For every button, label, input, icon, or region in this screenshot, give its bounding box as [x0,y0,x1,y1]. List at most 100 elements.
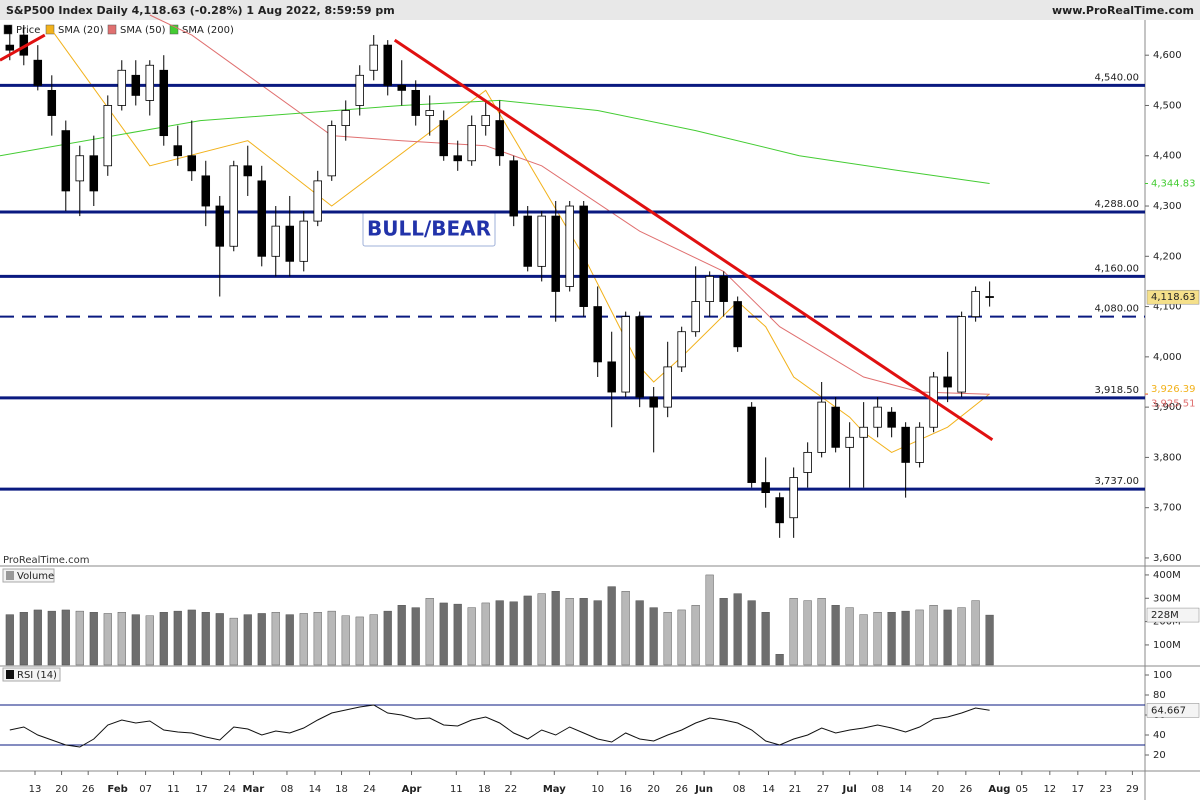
candle-body [299,220,308,262]
y-tick-label: 4,100 [1153,302,1182,313]
candle-body [313,180,322,222]
volume-bar [61,609,70,666]
candle-body [453,155,462,162]
candle-body [803,451,812,473]
value-tag-label: 228M [1151,610,1179,621]
watermark: ProRealTime.com [3,555,89,566]
y-tick-label: 80 [1153,690,1166,701]
x-tick-label: 14 [762,784,775,795]
candle-body [33,59,43,86]
x-tick-label: 07 [139,784,152,795]
y-tick-label: 3,700 [1153,503,1182,514]
header-bar [0,0,1200,20]
volume-bar [131,614,140,666]
level-label: 4,540.00 [1094,72,1139,83]
candle-body [607,361,616,393]
candle-body [509,160,518,217]
x-tick-label: 11 [450,784,463,795]
level-label: 3,918.50 [1094,385,1139,396]
candle-body [173,145,183,157]
sma-last-label: 4,344.83 [1151,178,1196,189]
y-tick-label: 4,400 [1153,151,1182,162]
y-tick-label: 100M [1153,640,1181,651]
y-tick-label: 40 [1153,730,1166,741]
candle-body [719,276,728,302]
volume-bar [775,654,784,666]
x-tick-label: 26 [82,784,95,795]
candle-body [747,406,756,483]
volume-bar [355,616,364,666]
volume-bar [341,615,350,666]
legend-swatch [107,24,117,35]
candle-body [593,306,602,363]
volume-bar [705,574,714,666]
candle-body [579,205,588,307]
legend-label: Price [16,25,40,36]
x-tick-label: 20 [647,784,660,795]
candle-body [831,406,840,448]
value-tag [1146,703,1200,718]
sma-last-label: 3,925.51 [1151,398,1196,409]
x-tick-label: 05 [1015,784,1028,795]
candle-body [761,482,770,494]
volume-bar [635,600,644,666]
trendline [393,38,994,442]
volume-bar [929,605,938,666]
volume-bar [677,609,686,666]
sma-line [0,99,990,184]
volume-bar [957,607,966,666]
volume-bar [201,612,210,666]
candle-body [341,110,350,126]
x-tick-label: 08 [281,784,294,795]
volume-bar [411,607,420,666]
candle-body [943,376,952,388]
value-tag-label: 64.667 [1151,705,1186,716]
volume-bar [439,602,448,666]
level-label: 4,288.00 [1094,199,1139,210]
candle-body [243,165,253,177]
candle-body [775,497,784,524]
x-tick-label: 08 [733,784,746,795]
y-tick-label: 100 [1153,670,1172,681]
trendline [0,33,46,62]
value-tag [1146,289,1200,305]
panel-label-box [2,568,55,583]
annotation: BULL/BEAR [367,217,491,241]
y-tick-label: 4,600 [1153,50,1182,61]
x-tick-label: 14 [899,784,912,795]
candle-body [859,426,868,438]
x-tick-label: 17 [195,784,208,795]
volume-bar [873,612,882,666]
candle-body [495,120,504,157]
candle-body [467,125,476,162]
volume-bar [803,600,812,666]
volume-bar [971,600,980,666]
candle-body [523,215,532,267]
volume-bar [901,610,910,666]
volume-bar [817,598,826,666]
candle-body [887,411,896,428]
x-tick-label: 10 [591,784,604,795]
candle-body [551,215,560,292]
volume-bar [747,600,756,666]
candle-body [439,120,448,157]
legend-swatch [3,24,13,35]
candle-body [355,74,364,106]
candle-body [61,130,71,192]
rsi-line [9,704,990,748]
volume-bar [859,614,868,666]
candle-body [131,74,141,96]
volume-bar [299,613,308,666]
candle-body [691,301,700,333]
volume-bar [33,609,42,666]
x-tick-label: Feb [107,784,127,795]
volume-bar [733,593,742,666]
x-tick-label: 14 [309,784,322,795]
volume-bar [579,598,588,666]
candle-body [971,291,980,318]
candle-body [257,180,267,257]
candle-body [873,406,882,428]
candle-body [649,396,658,408]
volume-bar [523,595,532,666]
legend-label: SMA (50) [120,25,166,36]
